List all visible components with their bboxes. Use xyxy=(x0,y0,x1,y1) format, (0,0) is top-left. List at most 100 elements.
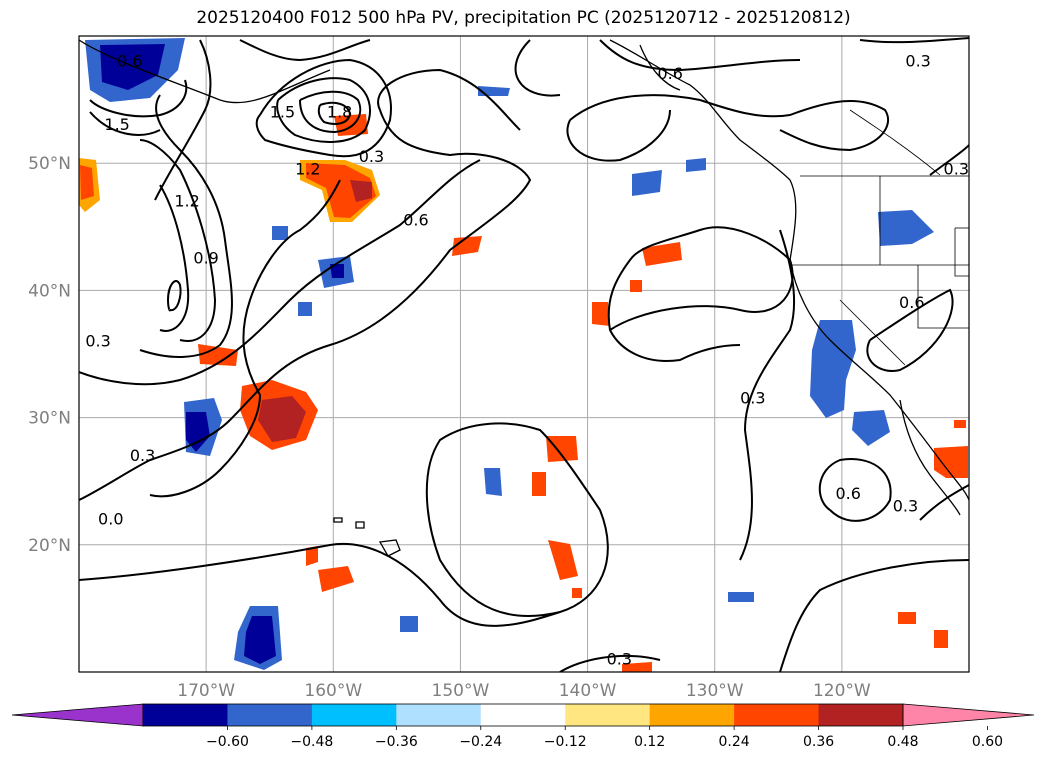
pv-contour xyxy=(299,90,362,134)
precip-blob xyxy=(306,163,376,218)
colorbar-tick-label: −0.60 xyxy=(206,734,249,750)
precip-blob xyxy=(186,412,210,452)
coastline-north-america xyxy=(639,44,681,91)
island xyxy=(378,539,401,557)
pv-contours xyxy=(79,37,969,672)
island xyxy=(333,517,343,523)
precip-blob xyxy=(400,616,418,632)
contour-label: 0.3 xyxy=(359,147,384,166)
contour-label: 1.5 xyxy=(104,115,129,134)
lon-tick-label: 140°W xyxy=(559,681,617,701)
colorbar-tick-label: 0.48 xyxy=(887,734,918,750)
pv-contour xyxy=(607,226,794,362)
precip-blob xyxy=(934,630,948,648)
hawaii-islands xyxy=(333,517,401,557)
colorbar-segment xyxy=(565,704,651,726)
pv-contour xyxy=(739,229,796,561)
pv-contour xyxy=(79,159,481,386)
contour-label: 0.3 xyxy=(740,389,765,408)
contour-label: 1.8 xyxy=(327,102,352,121)
contour-labels: 0.6 1.5 1.5 1.8 1.2 1.2 0.9 0.3 0.3 0.6 0.6 0.3 0.3 0… xyxy=(85,51,969,668)
island xyxy=(355,521,365,529)
border-state xyxy=(917,265,969,329)
contour-label: 0.6 xyxy=(835,484,860,503)
lat-tick-label: 50°N xyxy=(28,154,71,174)
border-state xyxy=(839,299,906,366)
colorbar-tick-label: 0.36 xyxy=(803,734,834,750)
lon-tick-label: 160°W xyxy=(304,681,362,701)
precip-blob xyxy=(478,86,510,96)
precip-blob xyxy=(80,165,94,200)
contour-label: 0.9 xyxy=(193,249,218,268)
precip-blob xyxy=(100,44,165,90)
pv-contour xyxy=(239,39,371,62)
contour-label: 0.3 xyxy=(944,160,969,179)
latitude-labels: 50°N 40°N 30°N 20°N xyxy=(28,154,71,556)
colorbar-segment xyxy=(734,704,820,726)
colorbar-tick-label: 0.12 xyxy=(634,734,665,750)
colorbar-extend-low xyxy=(11,703,144,727)
pv-contour xyxy=(919,484,969,521)
precip-blob xyxy=(318,566,354,592)
precip-blob xyxy=(452,236,482,256)
colorbar-segment xyxy=(143,704,228,726)
contour-label: 0.3 xyxy=(85,331,110,350)
contour-label: 0.3 xyxy=(893,497,918,516)
pv-contour xyxy=(89,79,188,118)
contour-label: 1.2 xyxy=(174,191,199,210)
pv-contour xyxy=(514,39,561,97)
precip-blob xyxy=(934,446,968,478)
colorbar-labels: −0.60 −0.48 −0.36 −0.24 −0.12 0.12 0.24 0.36 0.4… xyxy=(206,726,1003,750)
contour-label: 0.3 xyxy=(607,649,632,668)
precip-blob xyxy=(686,158,706,172)
precip-blob xyxy=(330,264,344,278)
precip-blob xyxy=(298,302,312,316)
border-canada xyxy=(849,109,941,176)
pv-contour xyxy=(559,654,661,672)
pv-contour xyxy=(79,68,532,501)
border-state xyxy=(954,228,969,277)
precip-blob xyxy=(728,592,754,602)
colorbar-tick-label: −0.36 xyxy=(375,734,418,750)
precip-blob xyxy=(642,242,682,266)
precip-blob xyxy=(244,616,276,664)
pv-contour xyxy=(154,39,212,201)
pv-contour xyxy=(89,111,161,136)
colorbar-segment xyxy=(396,704,482,726)
pv-contour xyxy=(79,422,609,627)
contour-label: 0.6 xyxy=(117,51,142,70)
graticule xyxy=(79,36,969,672)
precip-blob xyxy=(350,180,372,202)
lon-tick-label: 120°W xyxy=(813,681,871,701)
precip-shading xyxy=(79,38,968,672)
precip-blob xyxy=(954,420,966,428)
pv-contour xyxy=(276,77,371,143)
longitude-labels: 170°W 160°W 150°W 140°W 130°W 120°W xyxy=(177,681,871,701)
precip-blob xyxy=(852,410,890,446)
contour-label: 0.3 xyxy=(905,51,930,70)
colorbar-segment xyxy=(649,704,735,726)
lon-tick-label: 130°W xyxy=(686,681,744,701)
coastline-north-america xyxy=(609,39,969,501)
precip-blob xyxy=(272,226,288,240)
pv-contour xyxy=(159,184,190,332)
map-title: 2025120400 F012 500 hPa PV, precipitatio… xyxy=(196,8,851,28)
contour-label: 1.5 xyxy=(270,102,295,121)
precip-blob xyxy=(548,540,578,580)
contour-label: 0.0 xyxy=(98,509,123,528)
pv-contour xyxy=(599,39,801,72)
pv-contour xyxy=(166,280,182,312)
precip-blob xyxy=(632,170,662,196)
colorbar-tick-label: 0.60 xyxy=(972,734,1003,750)
colorbar-segment xyxy=(818,704,904,726)
lat-tick-label: 20°N xyxy=(28,536,71,556)
map-frame xyxy=(78,35,970,673)
precip-blob xyxy=(198,344,238,366)
pv-contour xyxy=(779,559,969,672)
contour-label: 0.6 xyxy=(657,64,682,83)
pv-contour xyxy=(859,37,969,44)
coastline-north-america xyxy=(899,399,961,516)
colorbar-tick-label: −0.48 xyxy=(290,734,333,750)
colorbar-tick-label: −0.12 xyxy=(544,734,587,750)
